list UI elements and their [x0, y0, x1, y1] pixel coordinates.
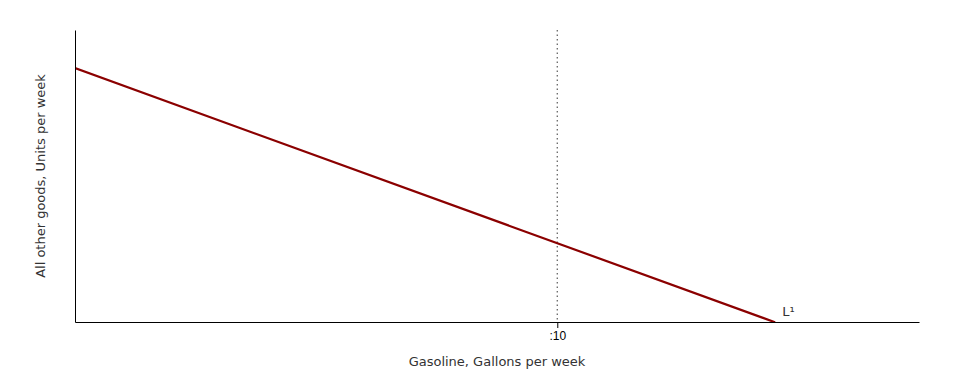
x-tick: :10: [549, 322, 566, 343]
grid: [557, 30, 558, 322]
series-labels: L¹: [782, 304, 794, 319]
grid-line: [557, 30, 558, 322]
line: [75, 68, 774, 322]
y-axis-title: All other goods, Units per week: [33, 74, 48, 278]
plot: L¹ :10 Gasoline, Gallons per week All other…: [33, 30, 920, 369]
y-axis-line: [75, 31, 76, 323]
y-axis: [75, 31, 76, 323]
x-tick-label: :10: [549, 329, 566, 343]
series-label: L¹: [782, 304, 794, 319]
x-axis-line: [76, 322, 920, 323]
x-tick-mark: [557, 322, 558, 328]
x-axis: :10: [76, 322, 920, 343]
x-axis-title: Gasoline, Gallons per week: [409, 354, 586, 369]
chart-container: L¹ :10 Gasoline, Gallons per week All other…: [0, 0, 969, 382]
chart: L¹ :10 Gasoline, Gallons per week All other…: [0, 0, 969, 382]
marks: [75, 68, 774, 322]
